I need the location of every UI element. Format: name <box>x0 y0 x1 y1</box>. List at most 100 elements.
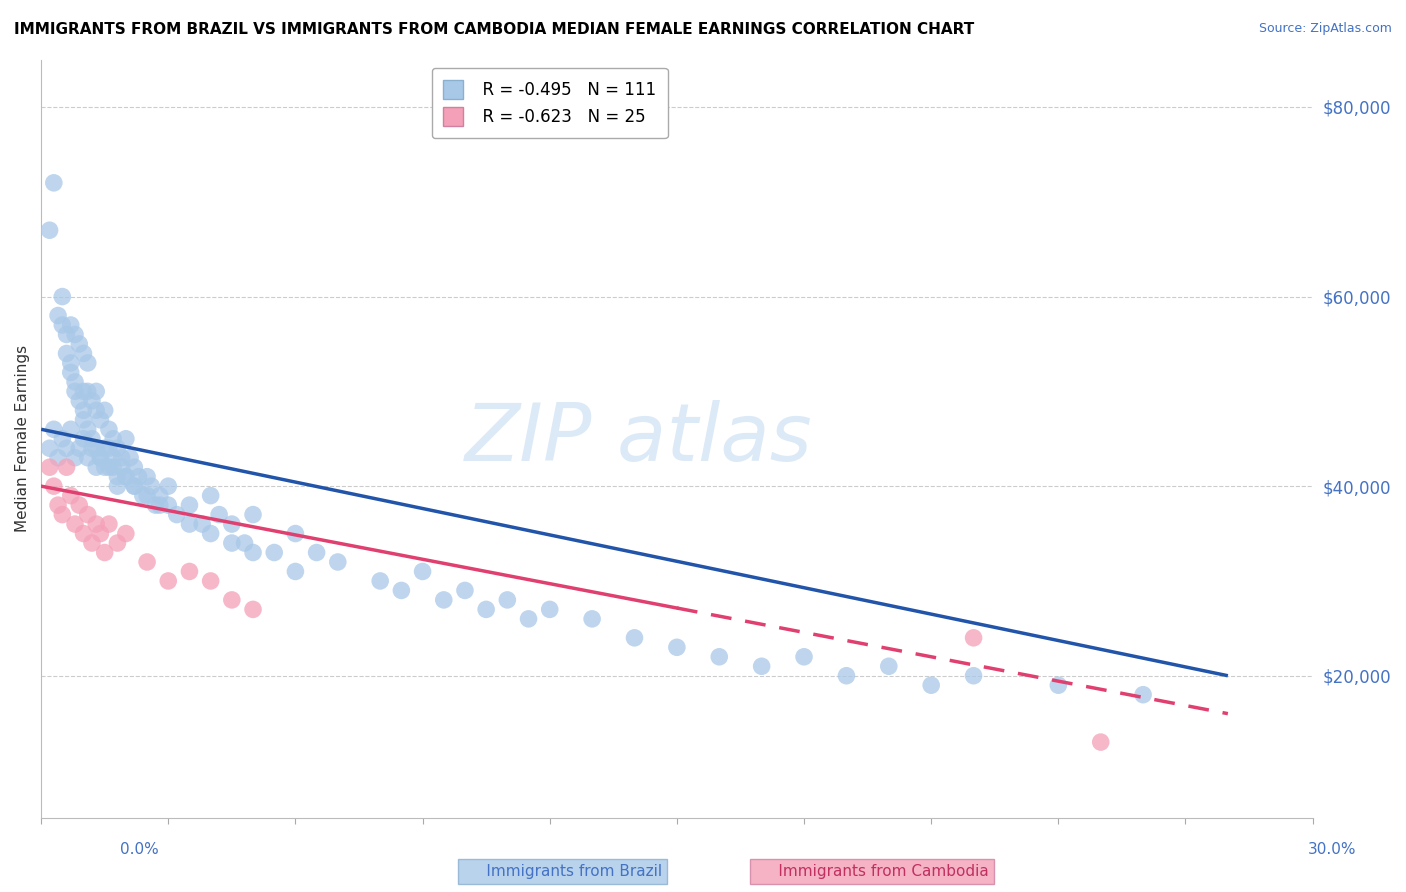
Point <box>623 631 645 645</box>
Point <box>157 574 180 588</box>
Point <box>581 612 603 626</box>
Point <box>191 517 214 532</box>
Point <box>263 545 285 559</box>
Point <box>67 337 90 351</box>
Point <box>46 498 69 512</box>
Point <box>166 508 188 522</box>
Point <box>136 555 159 569</box>
Point <box>835 669 858 683</box>
Point <box>107 479 129 493</box>
Point <box>793 649 815 664</box>
Point <box>920 678 942 692</box>
Point <box>368 574 391 588</box>
Point <box>157 479 180 493</box>
Point <box>80 442 103 456</box>
Point <box>59 318 82 332</box>
Point <box>97 422 120 436</box>
Point <box>179 498 201 512</box>
Point <box>67 393 90 408</box>
Point <box>72 432 94 446</box>
Point <box>42 479 65 493</box>
Point <box>242 508 264 522</box>
Point <box>97 460 120 475</box>
Point <box>51 289 73 303</box>
Point <box>72 413 94 427</box>
Point <box>149 498 172 512</box>
Point <box>284 565 307 579</box>
Point <box>962 631 984 645</box>
Point <box>877 659 900 673</box>
Point <box>709 649 731 664</box>
Point <box>89 450 111 465</box>
Point <box>80 432 103 446</box>
Text: Source: ZipAtlas.com: Source: ZipAtlas.com <box>1258 22 1392 36</box>
Point <box>305 545 328 559</box>
Point <box>962 669 984 683</box>
Point <box>179 565 201 579</box>
Point <box>76 384 98 399</box>
Point <box>101 432 124 446</box>
Point <box>107 442 129 456</box>
Point <box>93 442 115 456</box>
Point <box>89 413 111 427</box>
Point <box>84 460 107 475</box>
Point <box>59 489 82 503</box>
Point <box>93 545 115 559</box>
Point <box>38 223 60 237</box>
Point <box>72 403 94 417</box>
Point <box>63 384 86 399</box>
Point <box>55 346 77 360</box>
Point <box>208 508 231 522</box>
Point <box>454 583 477 598</box>
Point <box>76 508 98 522</box>
Point <box>84 403 107 417</box>
Point <box>76 422 98 436</box>
Point <box>51 432 73 446</box>
Point <box>1132 688 1154 702</box>
Point <box>200 574 222 588</box>
Point <box>496 593 519 607</box>
Point <box>84 384 107 399</box>
Point <box>412 565 434 579</box>
Point <box>84 442 107 456</box>
Point <box>38 442 60 456</box>
Point <box>51 508 73 522</box>
Point <box>80 536 103 550</box>
Point <box>76 450 98 465</box>
Point <box>89 450 111 465</box>
Point <box>389 583 412 598</box>
Point <box>115 526 138 541</box>
Point <box>51 318 73 332</box>
Point <box>84 517 107 532</box>
Point <box>128 469 150 483</box>
Point <box>242 545 264 559</box>
Point <box>136 489 159 503</box>
Text: IMMIGRANTS FROM BRAZIL VS IMMIGRANTS FROM CAMBODIA MEDIAN FEMALE EARNINGS CORREL: IMMIGRANTS FROM BRAZIL VS IMMIGRANTS FRO… <box>14 22 974 37</box>
Point <box>72 384 94 399</box>
Point <box>63 450 86 465</box>
Text: Immigrants from Cambodia: Immigrants from Cambodia <box>755 864 988 879</box>
Point <box>115 432 138 446</box>
Point <box>46 309 69 323</box>
Text: 0.0%: 0.0% <box>120 842 159 856</box>
Text: 30.0%: 30.0% <box>1309 842 1357 856</box>
Point <box>63 327 86 342</box>
Point <box>46 450 69 465</box>
Point <box>132 489 155 503</box>
Point <box>93 460 115 475</box>
Point <box>200 489 222 503</box>
Point <box>1047 678 1070 692</box>
Point <box>221 593 243 607</box>
Point <box>89 526 111 541</box>
Point <box>59 422 82 436</box>
Point <box>538 602 561 616</box>
Point <box>115 469 138 483</box>
Point <box>42 422 65 436</box>
Point <box>38 460 60 475</box>
Point <box>101 450 124 465</box>
Point <box>665 640 688 655</box>
Point <box>111 450 134 465</box>
Text: Immigrants from Brazil: Immigrants from Brazil <box>463 864 662 879</box>
Point <box>107 469 129 483</box>
Point <box>221 517 243 532</box>
